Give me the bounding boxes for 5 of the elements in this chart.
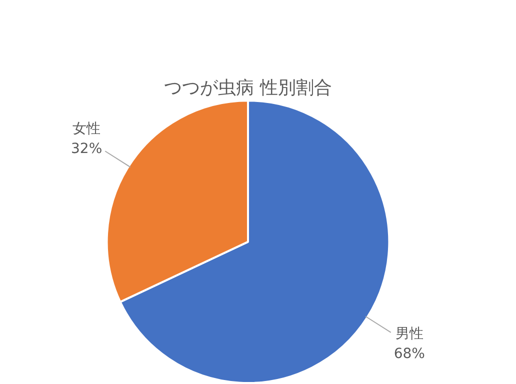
data-label: 32% [71, 140, 102, 157]
chart-title: つつが虫病 性別割合 [164, 77, 332, 98]
data-label: 68% [394, 346, 425, 362]
slice-label: 女性 [72, 120, 101, 137]
slice-label: 男性 [395, 326, 424, 342]
